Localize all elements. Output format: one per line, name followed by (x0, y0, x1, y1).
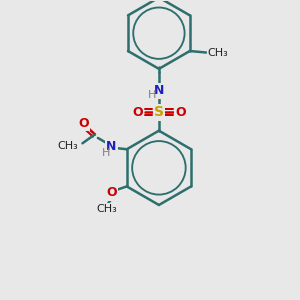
Text: CH₃: CH₃ (208, 47, 228, 58)
Text: O: O (106, 186, 117, 200)
Text: N: N (154, 84, 164, 98)
Text: S: S (154, 105, 164, 119)
Text: O: O (78, 117, 89, 130)
Text: H: H (148, 90, 157, 100)
Text: O: O (175, 106, 186, 119)
Text: H: H (102, 148, 110, 158)
Text: O: O (132, 106, 143, 119)
Text: N: N (106, 140, 116, 153)
Text: CH₃: CH₃ (57, 141, 78, 151)
Text: CH₃: CH₃ (96, 204, 117, 214)
